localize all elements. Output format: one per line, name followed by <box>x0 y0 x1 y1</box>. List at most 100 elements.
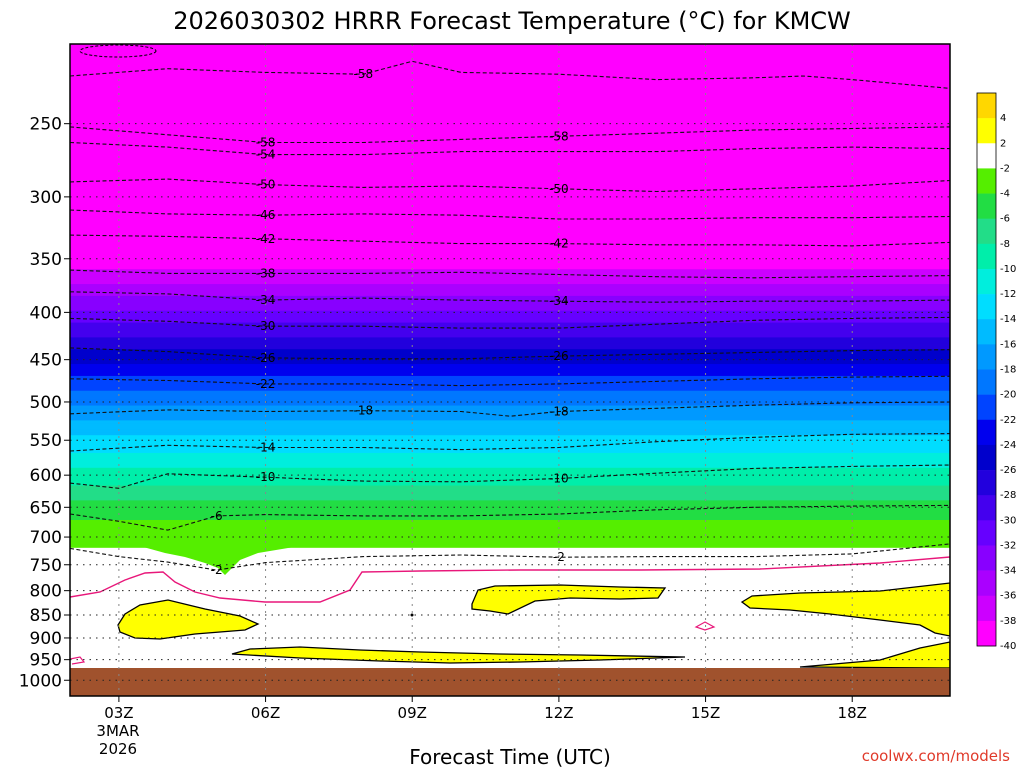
temperature-band <box>70 473 950 478</box>
colorbar: 4 2 -2 -4 -6 -8 -10 -12 -14 -16 -18 -20 -22 -24 -26 -28… <box>976 92 1016 652</box>
temperature-band <box>70 479 950 484</box>
temperature-band <box>70 242 950 247</box>
x-axis-ticks: 03Z 06Z 09Z 12Z 15Z 18Z <box>104 696 867 722</box>
small-contour-top-left <box>79 44 157 58</box>
temperature-band <box>70 310 950 315</box>
temperature-band <box>70 112 950 116</box>
isotherm-line <box>70 178 950 193</box>
temperature-band <box>70 494 950 499</box>
temperature-band <box>70 370 950 374</box>
temperature-band <box>70 645 950 650</box>
colorbar-label: -8 <box>1000 239 1010 250</box>
warm-region-right <box>740 582 950 637</box>
temperature-band <box>70 574 950 579</box>
freezing-line-bottom <box>70 656 86 665</box>
temperature-band <box>70 121 950 125</box>
temperature-band <box>70 447 950 451</box>
isotherm-line <box>70 234 950 247</box>
temperature-band <box>70 44 950 48</box>
contour-label: -50 <box>549 182 569 196</box>
contour-label: -30 <box>256 319 276 333</box>
contour-label: -46 <box>256 208 276 222</box>
temperature-band <box>70 627 950 632</box>
temperature-band <box>70 85 950 90</box>
colorbar-swatch <box>977 193 996 219</box>
temperature-band <box>70 458 950 463</box>
isotherm-line <box>70 269 950 279</box>
temperature-band <box>70 464 950 469</box>
temperature-band <box>70 64 950 69</box>
contour-label: -42 <box>256 232 276 246</box>
colorbar-swatch <box>977 495 996 521</box>
contour-label: -50 <box>256 178 276 192</box>
temperature-band <box>70 76 950 81</box>
contour-label: -34 <box>549 294 569 308</box>
plot-frame <box>69 43 951 697</box>
temperature-band <box>70 417 950 421</box>
temperature-band <box>70 364 950 368</box>
temperature-band <box>70 201 950 205</box>
shaded-features <box>70 44 950 696</box>
temperature-band <box>70 630 950 635</box>
colorbar-label: -22 <box>1000 415 1016 426</box>
temperature-band <box>70 88 950 93</box>
contour-label: -14 <box>256 440 276 454</box>
temperature-band <box>70 375 950 380</box>
y-tick-label: 650 <box>30 498 62 518</box>
x-axis-label: Forecast Time (UTC) <box>409 745 611 768</box>
temperature-band <box>70 129 950 134</box>
y-tick-label: 900 <box>30 629 62 649</box>
temperature-band <box>70 334 950 338</box>
contour-label: -34 <box>256 293 276 307</box>
credit-text: coolwx.com/models <box>862 747 1010 765</box>
temperature-band <box>70 461 950 466</box>
temperature-band <box>70 124 950 128</box>
temperature-band <box>70 174 950 178</box>
temperature-band <box>70 455 950 460</box>
colorbar-swatch <box>977 93 996 119</box>
colorbar-label: -10 <box>1000 264 1016 275</box>
colorbar-swatch <box>977 143 996 169</box>
contour-label: -58 <box>549 129 569 143</box>
isotherm-line <box>70 504 950 531</box>
y-tick-label: 800 <box>30 582 62 602</box>
contour-label: -22 <box>256 377 276 391</box>
temperature-band <box>70 144 950 149</box>
temperature-band <box>70 73 950 78</box>
temperature-band <box>70 97 950 101</box>
y-tick-label: 1000 <box>19 671 62 691</box>
colorbar-label: -40 <box>1000 641 1016 652</box>
temperature-band <box>70 476 950 481</box>
temperature-band <box>70 195 950 199</box>
temperature-band <box>70 58 950 63</box>
y-axis-ticks: 250 300 350 400 450 500 550 600 650 700 750 800 850 9… <box>19 115 70 691</box>
temperature-band <box>70 553 950 558</box>
temperature-band <box>70 402 950 407</box>
temperature-band <box>70 227 950 232</box>
temperature-band <box>70 325 950 330</box>
colorbar-label: -38 <box>1000 616 1016 627</box>
colorbar-swatch <box>977 419 996 446</box>
temperature-band <box>70 239 950 244</box>
temperature-band <box>70 171 950 175</box>
warm-region-center <box>471 584 667 615</box>
temperature-band <box>70 651 950 656</box>
temperature-band <box>70 515 950 519</box>
temperature-band <box>70 177 950 181</box>
temperature-band <box>70 61 950 66</box>
y-tick-label: 450 <box>30 351 62 371</box>
temperature-band <box>70 491 950 496</box>
temperature-band <box>70 295 950 300</box>
temperature-band <box>70 648 950 653</box>
temperature-band <box>70 441 950 445</box>
temperature-band <box>70 429 950 433</box>
temperature-band <box>70 304 950 309</box>
isotherm-contours <box>70 60 950 571</box>
temperature-band <box>70 485 950 490</box>
temperature-band <box>70 384 950 389</box>
y-tick-label: 750 <box>30 556 62 576</box>
temperature-band <box>70 361 950 365</box>
temperature-band <box>70 435 950 439</box>
colorbar-label: -16 <box>1000 339 1016 350</box>
